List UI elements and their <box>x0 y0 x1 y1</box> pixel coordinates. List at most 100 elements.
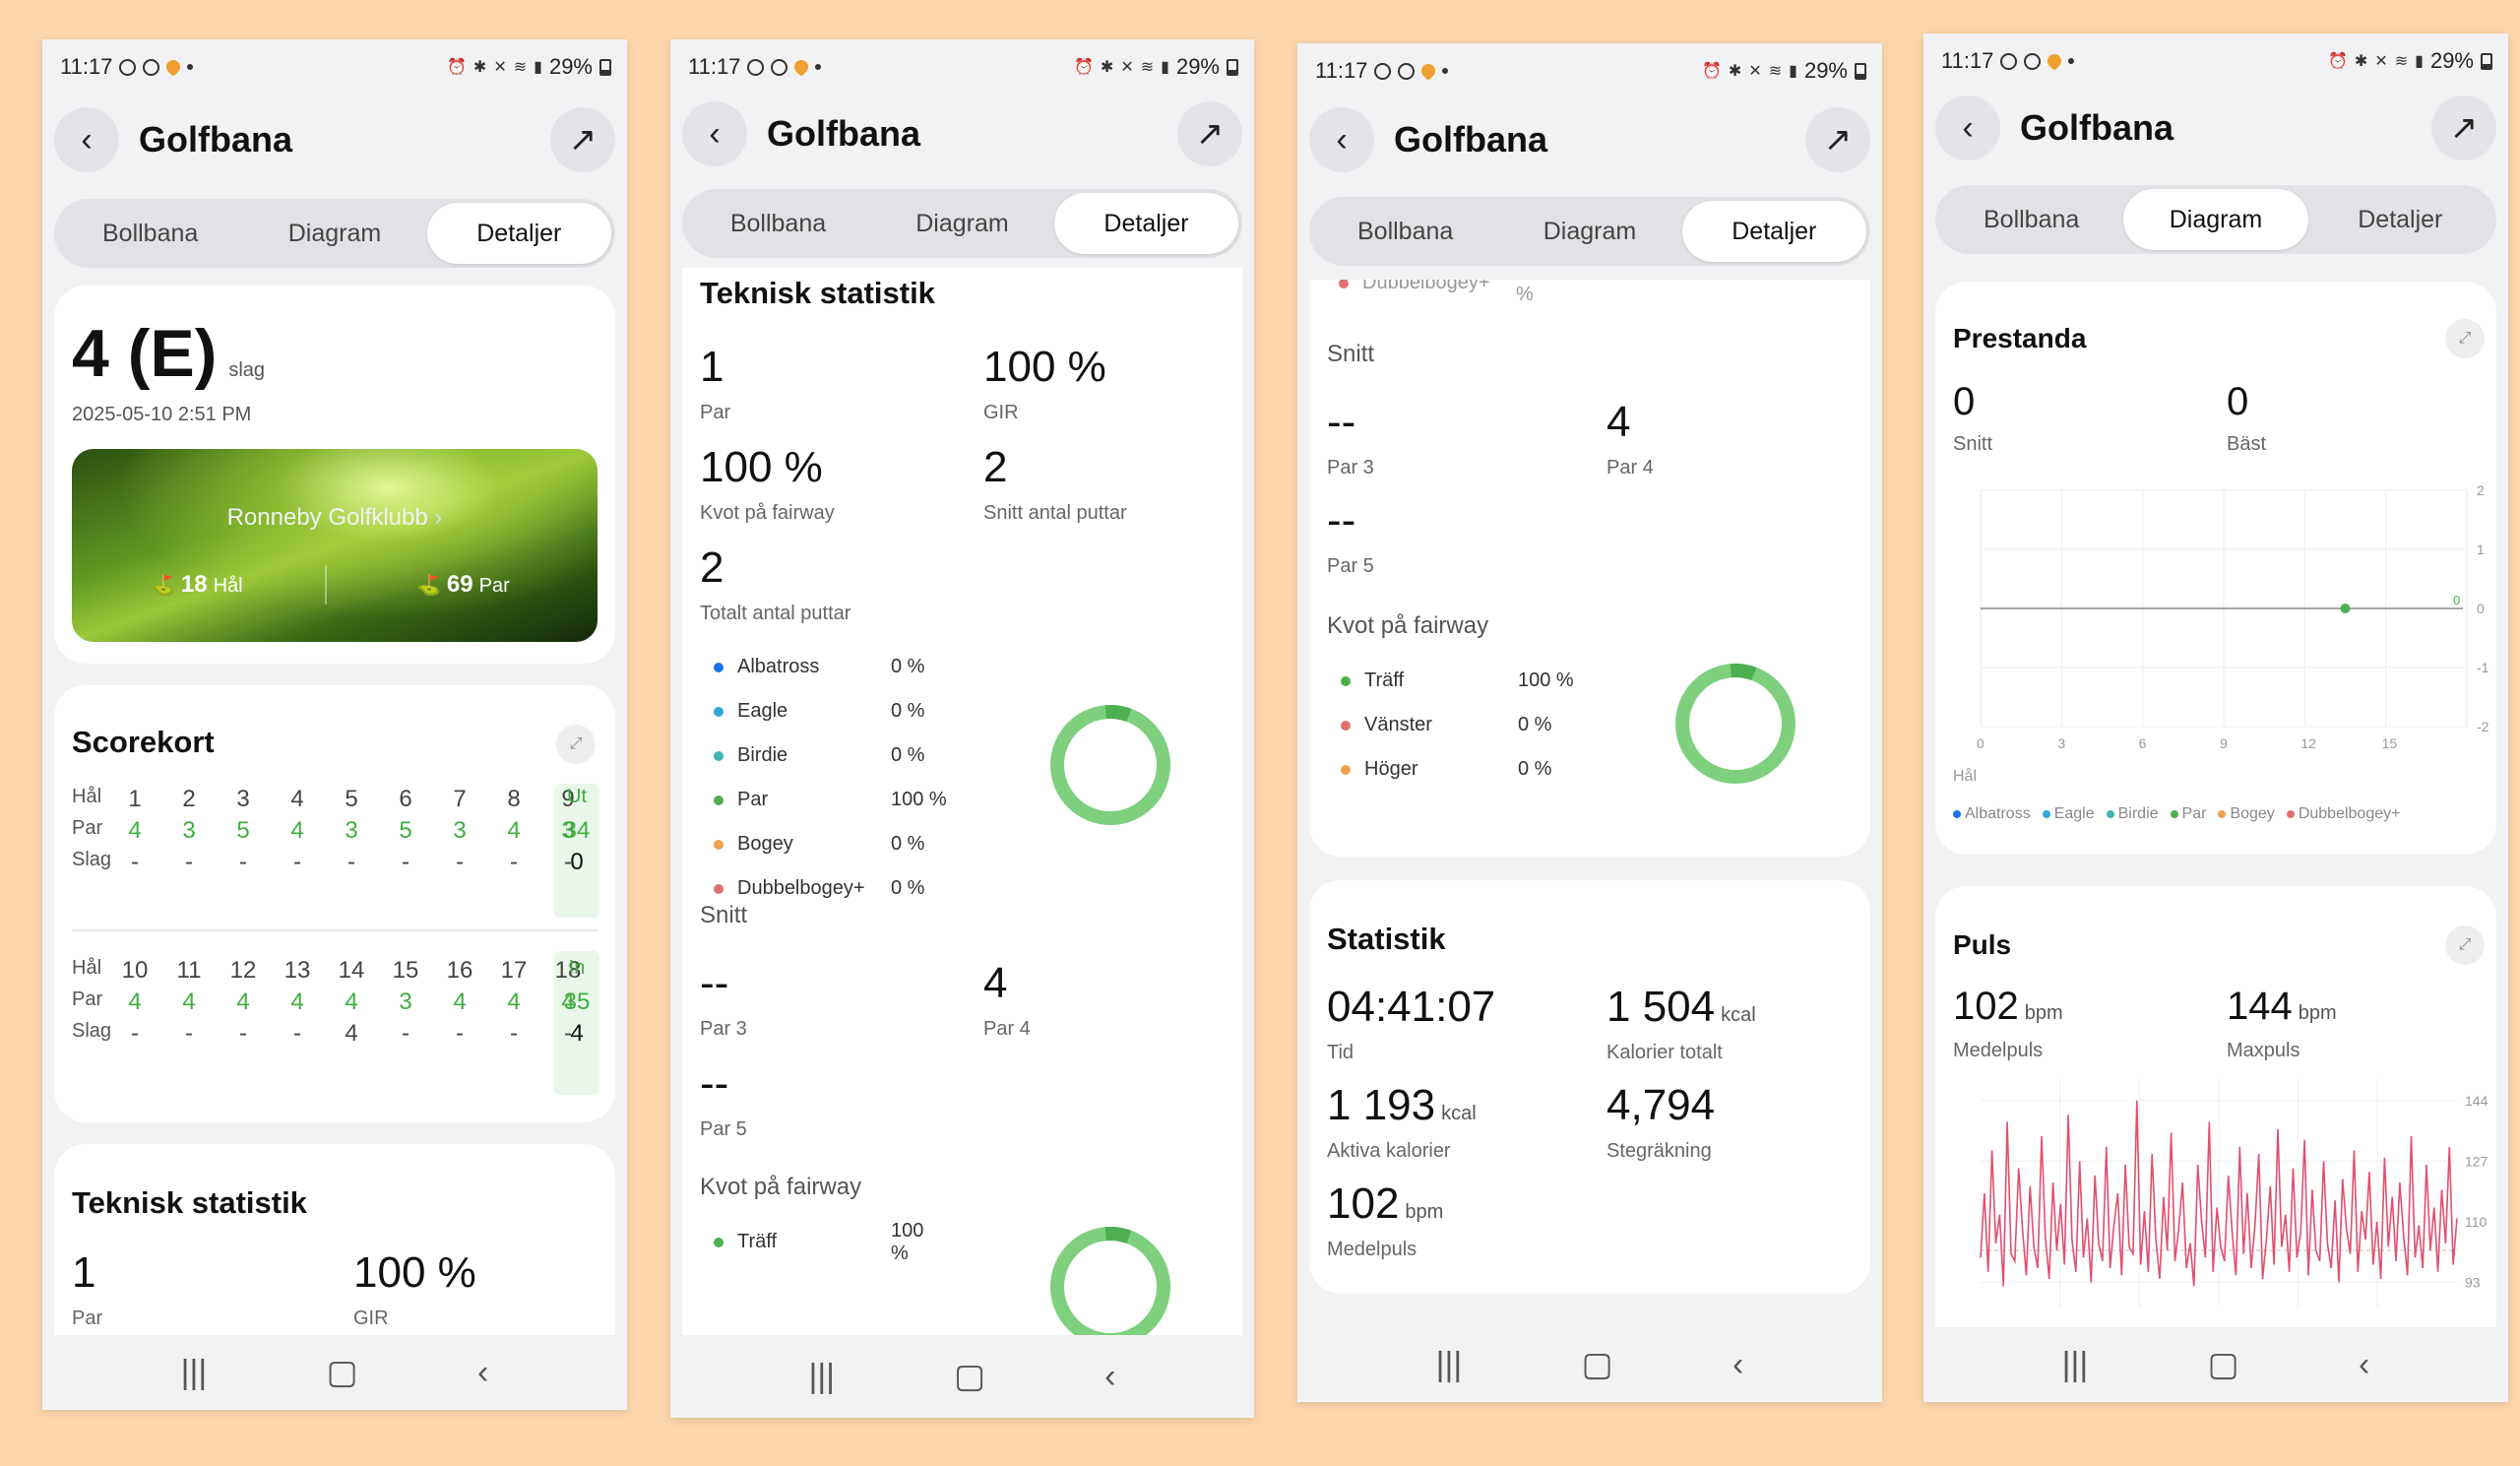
tab-detaljer[interactable]: Detaljer <box>1681 201 1866 262</box>
cut-off-label: Dubbelbogey+ <box>1362 280 1490 293</box>
alarm-icon: ⏰ <box>447 59 467 76</box>
back-nav-icon[interactable]: ‹ <box>1732 1345 1744 1383</box>
expand-button[interactable]: ⤢ <box>2445 925 2485 965</box>
total-par: 34 <box>563 817 591 844</box>
data-point[interactable] <box>2340 604 2351 613</box>
par5-avg-label: Par 5 <box>700 1118 747 1140</box>
perf-avg-value: 0 <box>1953 380 1976 423</box>
tab-detaljer[interactable]: Detaljer <box>426 203 611 264</box>
status-bar: 11:17 ⏰ ✱ ✕ ≋ ▮ 29% <box>670 39 1254 95</box>
chat-icon <box>143 58 160 76</box>
app-header: ‹ Golfbana ↗ <box>1309 102 1870 177</box>
share-button[interactable]: ↗ <box>2431 96 2496 160</box>
system-nav-bar: ||| ▢ ‹ <box>42 1335 627 1410</box>
home-icon[interactable]: ▢ <box>2207 1346 2239 1383</box>
home-icon[interactable]: ▢ <box>1581 1346 1613 1383</box>
tab-bollbana[interactable]: Bollbana <box>1357 217 1454 245</box>
score-legend-row: Bogey 0 % <box>714 833 970 856</box>
summary-card: 4 (E) slag 2025-05-10 2:51 PM Ronneby Go… <box>54 286 615 664</box>
dubbelbogey-dot-icon <box>1339 280 1349 288</box>
home-icon[interactable]: ▢ <box>326 1354 358 1391</box>
hole-strokes: - <box>293 1020 301 1047</box>
hole-number: 12 <box>229 957 257 984</box>
legend-entry: Albatross <box>1953 805 2031 823</box>
y-tick-label: 0 <box>2477 601 2485 616</box>
back-button[interactable]: ‹ <box>682 101 747 166</box>
chevron-left-icon: ‹ <box>81 120 93 159</box>
bluetooth-icon: ✱ <box>472 59 487 76</box>
recent-apps-icon[interactable]: ||| <box>808 1357 836 1395</box>
back-nav-icon[interactable]: ‹ <box>476 1353 489 1391</box>
score-distribution-donut <box>1050 705 1170 825</box>
hole-number: 3 <box>236 786 250 812</box>
legend-entry: Bogey <box>2218 805 2275 823</box>
expand-button[interactable]: ⤢ <box>556 725 596 764</box>
recent-apps-icon[interactable]: ||| <box>180 1353 208 1391</box>
fairway-hit-pct: 100 % <box>891 1219 924 1264</box>
share-button[interactable]: ↗ <box>550 107 615 172</box>
pulse-avg-value: 102 <box>1953 985 2019 1028</box>
back-button[interactable]: ‹ <box>54 107 119 172</box>
notification-dot-icon <box>1442 68 1449 74</box>
tab-detaljer[interactable]: Detaljer <box>1054 193 1238 254</box>
score-legend-row: Birdie 0 % <box>714 744 970 767</box>
scroll-content[interactable]: 4 (E) slag 2025-05-10 2:51 PM Ronneby Go… <box>42 286 627 1335</box>
back-button[interactable]: ‹ <box>1935 96 2000 160</box>
tab-diagram[interactable]: Diagram <box>915 209 1009 237</box>
alarm-icon: ⏰ <box>1074 59 1094 76</box>
course-banner[interactable]: Ronneby Golfklubb › ⛳ 18 Hål ⛳ 69 Par <box>72 449 598 642</box>
fairway-pct: 0 % <box>1518 758 1552 780</box>
row-label-par: Par <box>72 988 103 1010</box>
tech-stat-card: Teknisk statistik 1 Par 100 % GIR 100 % … <box>682 268 1242 1335</box>
share-button[interactable]: ↗ <box>1805 107 1870 172</box>
perf-best-label: Bäst <box>2227 433 2267 455</box>
tab-bollbana[interactable]: Bollbana <box>729 209 827 237</box>
wifi-icon: ≋ <box>1140 59 1155 76</box>
back-nav-icon[interactable]: ‹ <box>1104 1357 1116 1395</box>
recent-apps-icon[interactable]: ||| <box>2061 1345 2089 1383</box>
row-label-hole: Hål <box>72 957 102 979</box>
share-button[interactable]: ↗ <box>1177 101 1242 166</box>
gir-label: GIR <box>983 402 1019 423</box>
back-nav-icon[interactable]: ‹ <box>2358 1345 2370 1383</box>
recent-apps-icon[interactable]: ||| <box>1435 1345 1463 1383</box>
phone-screen-3: 11:17 ⏰ ✱ ✕ ≋ ▮ 29% ‹ Golfbana ↗ Bollbana Dia… <box>1297 43 1882 1402</box>
page-title: Golfbana <box>767 113 921 154</box>
tab-diagram[interactable]: Diagram <box>287 219 382 247</box>
hole-par: 3 <box>561 817 575 844</box>
status-time: 11:17 <box>60 54 113 79</box>
row-label-hole: Hål <box>72 786 102 807</box>
signal-icon: ▮ <box>2415 53 2424 70</box>
y-tick-label: -1 <box>2477 660 2489 675</box>
expand-button[interactable]: ⤢ <box>2445 319 2485 358</box>
tab-detaljer[interactable]: Detaljer <box>2358 205 2443 233</box>
share-icon: ↗ <box>1823 121 1853 159</box>
hole-par: 4 <box>128 817 142 844</box>
chevron-left-icon: ‹ <box>1336 120 1348 159</box>
tab-diagram[interactable]: Diagram <box>1543 217 1637 245</box>
system-nav-bar: ||| ▢ ‹ <box>1923 1327 2508 1402</box>
tab-diagram[interactable]: Diagram <box>2123 189 2308 250</box>
hole-number: 2 <box>182 786 196 812</box>
total-kcal-value: 1 504 <box>1606 983 1716 1031</box>
hole-number: 4 <box>290 786 304 812</box>
par5-avg-label: Par 5 <box>1327 555 1374 577</box>
scroll-content[interactable]: Dubbelbogey+ 0 % Snitt -- Par 3 4 Par 4 … <box>1297 280 1882 1327</box>
x-tick-label: 6 <box>2139 735 2147 751</box>
tab-bar: Bollbana Diagram Detaljer <box>54 199 615 268</box>
tab-bar: Bollbana Diagram Detaljer <box>1309 197 1870 266</box>
hole-number: 11 <box>176 957 202 984</box>
instagram-icon <box>1374 62 1392 80</box>
mute-icon: ✕ <box>2374 53 2388 70</box>
back-button[interactable]: ‹ <box>1309 107 1374 172</box>
home-icon[interactable]: ▢ <box>954 1358 986 1395</box>
par-count-value: 1 <box>700 343 724 391</box>
scroll-content[interactable]: Prestanda ⤢ 0 Snitt 0 Bäst 2 1 0 -1 -2 0 3 6 9 12… <box>1923 282 2508 1327</box>
score-dot-icon <box>714 750 724 761</box>
tab-bollbana[interactable]: Bollbana <box>102 219 199 247</box>
battery-level: 29% <box>1175 54 1220 79</box>
heart-icon <box>791 57 812 77</box>
hole-par: 3 <box>182 817 196 844</box>
scroll-content[interactable]: Teknisk statistik 1 Par 100 % GIR 100 % … <box>670 268 1254 1335</box>
tab-bollbana[interactable]: Bollbana <box>1984 205 2080 233</box>
